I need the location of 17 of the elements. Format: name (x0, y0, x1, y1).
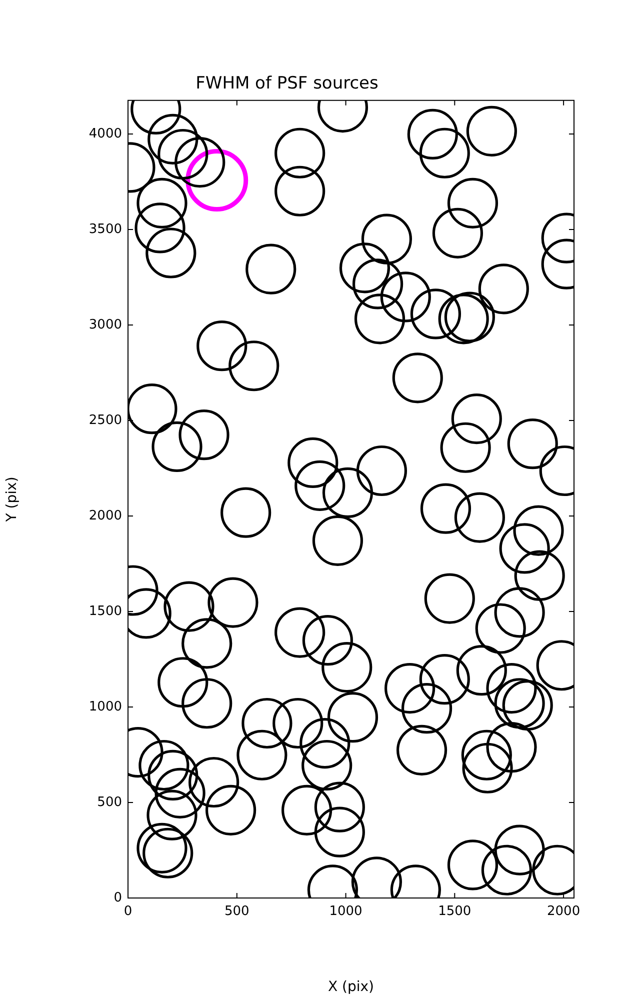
x-tick-label: 1500 (438, 904, 472, 920)
chart-title: FWHM of PSF sources (196, 74, 379, 94)
x-axis-title: X (pix) (328, 979, 374, 996)
y-tick-label: 0 (114, 890, 122, 906)
x-tick-label: 2000 (547, 904, 580, 920)
y-tick-label: 500 (97, 794, 122, 810)
y-tick-label: 4000 (88, 126, 122, 142)
y-tick-label: 1000 (88, 699, 122, 714)
y-tick-label: 1500 (88, 604, 122, 619)
y-tick-label: 2000 (88, 508, 122, 524)
y-axis-title: Y (pix) (4, 476, 20, 523)
y-tick-label: 3000 (88, 317, 122, 332)
x-tick-label: 500 (224, 904, 250, 920)
x-tick-label: 0 (124, 904, 132, 920)
y-tick-label: 3500 (88, 222, 122, 237)
y-tick-label: 2500 (88, 412, 122, 428)
x-tick-label: 1000 (329, 904, 362, 920)
